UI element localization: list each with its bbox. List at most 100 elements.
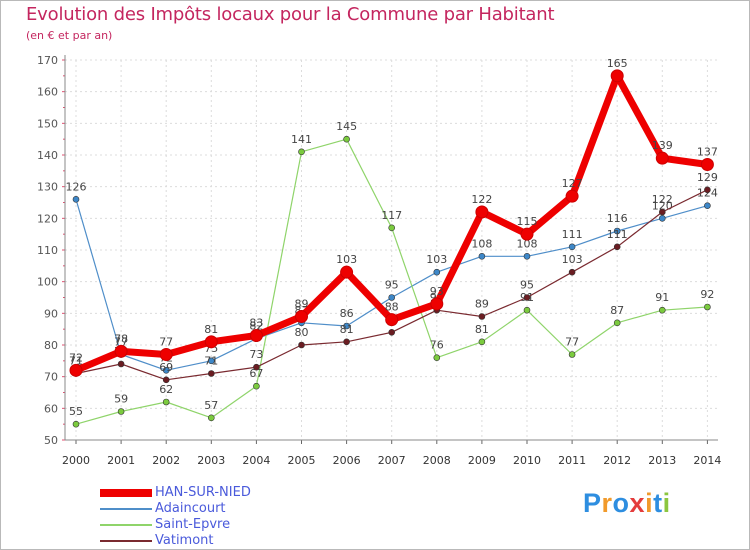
data-label: 71 [204,355,218,368]
data-label: 81 [340,323,354,336]
data-point [478,253,486,260]
data-point [658,306,666,314]
data-label: 127 [562,177,583,190]
data-point [343,338,350,346]
data-point [249,329,263,342]
y-tick-label: 110 [37,244,58,257]
data-label: 117 [381,209,402,222]
data-label: 81 [475,323,489,336]
data-label: 129 [697,171,718,184]
data-label: 80 [295,326,309,339]
logo-letter: P [583,488,602,518]
legend-swatch [100,524,152,526]
data-label: 69 [159,361,173,374]
data-point [568,268,576,276]
data-label: 77 [114,336,128,349]
data-label: 83 [249,317,263,330]
data-label: 77 [159,336,173,349]
data-point [388,294,396,301]
logo-letter: r [601,488,613,518]
legend-label: Vatimont [155,533,214,548]
x-tick-label: 2006 [333,454,361,467]
x-tick-label: 2010 [513,454,541,467]
data-label: 87 [610,304,624,317]
data-point [704,303,711,311]
data-label: 89 [475,298,489,311]
logo-letter: i [645,488,654,518]
x-tick-label: 2008 [423,454,451,467]
data-label: 111 [562,228,583,241]
data-point [69,363,83,377]
data-point [204,335,218,349]
legend-swatch [100,489,152,497]
x-tick-label: 2005 [288,454,316,467]
data-point [162,376,170,384]
legend-swatch [100,508,152,510]
logo-letter: o [612,488,630,518]
data-point [433,268,441,276]
data-point [655,151,669,165]
data-point [523,253,531,260]
data-point [208,414,215,422]
x-tick-label: 2011 [558,454,586,467]
data-label: 71 [69,355,83,368]
y-tick-label: 170 [37,54,58,67]
data-point [72,196,80,203]
data-point [658,208,666,216]
data-label: 145 [336,120,357,133]
data-point [568,351,576,358]
data-label: 122 [652,193,673,206]
legend-item: HAN-SUR-NIED [100,486,320,502]
data-label: 122 [471,193,492,206]
data-point [478,338,486,346]
data-point [700,158,714,171]
data-label: 78 [114,332,128,345]
legend-item: Saint-Epvre [100,518,320,534]
logo-letter: t [653,488,663,518]
y-tick-label: 100 [37,276,58,289]
data-label: 111 [607,228,628,241]
data-label: 86 [340,307,354,320]
data-point [295,310,308,323]
data-point [385,313,399,327]
x-tick-label: 2014 [693,454,721,467]
data-point [523,294,531,301]
data-label: 55 [69,405,83,418]
data-point [613,319,621,327]
y-tick-label: 140 [37,149,58,162]
data-point [475,205,489,219]
y-tick-label: 150 [37,117,58,130]
legend-item: Adaincourt [100,502,320,518]
x-tick-label: 2002 [152,454,180,467]
y-tick-label: 160 [37,86,58,99]
data-label: 116 [607,212,628,225]
data-point [610,69,624,83]
data-point [704,202,711,209]
data-label: 89 [295,298,309,311]
data-label: 108 [517,237,538,250]
data-label: 73 [249,348,263,361]
data-label: 82 [249,320,263,333]
data-point [430,297,444,311]
data-label: 165 [607,57,628,70]
data-point [72,420,80,428]
data-label: 108 [471,237,492,250]
legend-label: Saint-Epvre [155,517,231,532]
data-point [159,348,173,361]
data-point [298,148,305,156]
x-tick-label: 2013 [648,454,676,467]
data-point [565,189,579,203]
y-tick-label: 50 [44,434,58,447]
data-label: 139 [652,139,673,152]
chart-title: Evolution des Impôts locaux pour la Comm… [26,4,555,25]
data-label: 67 [249,367,263,380]
data-point [340,265,354,279]
data-point [253,382,260,390]
data-point [114,344,128,358]
chart-subtitle: (en € et par an) [26,29,113,42]
logo-letter: x [629,488,646,518]
legend-label: Adaincourt [155,501,226,516]
data-point [117,408,125,415]
data-point [520,227,534,241]
